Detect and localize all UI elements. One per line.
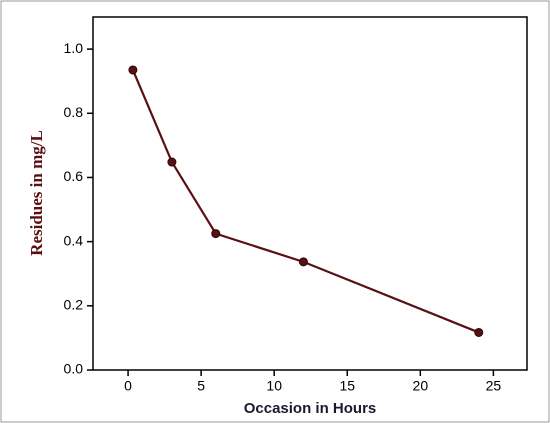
y-tick-label: 0.6 [64,168,84,184]
x-tick-label: 0 [124,378,132,394]
plot-frame [92,16,528,371]
y-tick-label: 0.0 [64,361,84,377]
y-tick-label: 0.4 [64,232,84,248]
x-tick-label: 10 [266,378,282,394]
x-tick-label: 15 [339,378,355,394]
point [474,327,484,337]
x-axis-label: Occasion in Hours [244,400,377,417]
point [211,229,221,239]
y-tick-label: 0.2 [64,297,84,313]
x-tick-label: 20 [413,378,429,394]
x-tick-label: 25 [486,378,502,394]
x-tick-label: 5 [197,378,205,394]
point [298,257,308,267]
y-axis-label: Residues in mg/L [27,130,46,256]
y-tick-label: 1.0 [64,40,84,56]
point [128,65,138,75]
y-tick-label: 0.8 [64,104,84,120]
point [167,157,177,167]
